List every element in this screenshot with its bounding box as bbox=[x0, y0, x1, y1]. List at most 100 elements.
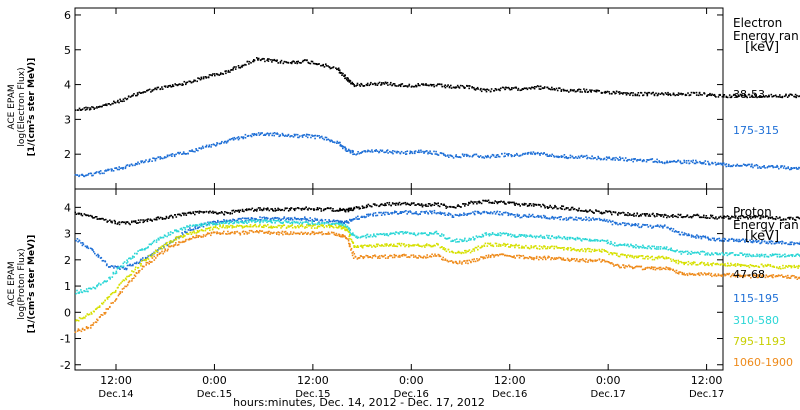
data-point bbox=[210, 144, 213, 146]
data-point bbox=[143, 91, 145, 93]
data-point bbox=[388, 245, 390, 247]
data-point bbox=[141, 268, 143, 270]
data-point bbox=[345, 77, 347, 79]
data-point bbox=[669, 248, 671, 250]
data-point bbox=[533, 235, 536, 238]
data-point bbox=[113, 291, 116, 294]
data-point bbox=[751, 163, 753, 166]
data-point bbox=[85, 315, 87, 317]
data-point bbox=[324, 219, 327, 221]
data-point bbox=[374, 150, 377, 152]
data-point bbox=[269, 226, 271, 228]
data-point bbox=[789, 93, 791, 96]
data-point bbox=[727, 240, 730, 242]
data-point bbox=[216, 232, 218, 235]
data-point bbox=[182, 236, 184, 239]
data-point bbox=[77, 292, 79, 294]
data-point bbox=[386, 202, 388, 204]
data-point bbox=[444, 154, 446, 156]
data-point bbox=[353, 253, 356, 255]
data-point bbox=[429, 210, 431, 212]
data-point bbox=[393, 232, 395, 234]
data-point bbox=[433, 211, 436, 214]
data-point bbox=[692, 235, 694, 237]
data-point bbox=[278, 208, 281, 211]
data-point bbox=[109, 266, 111, 268]
data-point bbox=[690, 250, 693, 253]
data-point bbox=[623, 159, 626, 162]
data-point bbox=[124, 277, 127, 280]
data-point bbox=[181, 212, 184, 215]
data-point bbox=[84, 290, 86, 293]
data-point bbox=[466, 250, 469, 253]
data-point bbox=[417, 233, 419, 236]
data-point bbox=[781, 255, 783, 258]
data-point bbox=[492, 245, 495, 248]
data-point bbox=[200, 76, 203, 79]
data-point bbox=[318, 223, 321, 225]
data-point bbox=[154, 252, 156, 254]
data-point bbox=[721, 252, 723, 254]
data-point bbox=[769, 264, 772, 266]
data-point bbox=[499, 253, 502, 256]
data-point bbox=[226, 221, 228, 223]
data-point bbox=[509, 88, 511, 91]
data-point bbox=[590, 218, 592, 220]
data-point bbox=[795, 166, 798, 169]
data-point bbox=[220, 72, 222, 74]
data-point bbox=[636, 159, 639, 161]
data-point bbox=[258, 225, 260, 227]
data-point bbox=[498, 213, 501, 216]
data-point bbox=[257, 207, 260, 209]
data-point bbox=[254, 209, 256, 211]
data-point bbox=[86, 313, 89, 315]
data-point bbox=[290, 225, 292, 227]
data-point bbox=[642, 223, 644, 226]
data-point bbox=[656, 215, 658, 217]
data-point bbox=[282, 221, 284, 224]
data-point bbox=[628, 245, 630, 248]
data-point bbox=[198, 226, 201, 228]
data-point bbox=[636, 245, 639, 248]
data-point bbox=[93, 108, 95, 110]
data-point bbox=[614, 252, 617, 255]
data-point bbox=[138, 91, 141, 94]
data-point bbox=[264, 217, 266, 219]
data-point bbox=[491, 244, 494, 246]
data-point bbox=[447, 212, 450, 214]
data-point bbox=[628, 223, 631, 226]
data-point bbox=[393, 202, 396, 205]
data-point bbox=[229, 221, 231, 223]
data-point bbox=[656, 213, 659, 215]
data-point bbox=[487, 233, 490, 236]
data-point bbox=[726, 265, 729, 267]
data-point bbox=[642, 244, 644, 247]
data-point bbox=[385, 243, 388, 245]
data-point bbox=[372, 203, 375, 205]
data-point bbox=[362, 257, 365, 260]
data-point bbox=[386, 81, 389, 84]
data-point bbox=[730, 264, 733, 266]
data-point bbox=[763, 96, 766, 98]
data-point bbox=[291, 135, 293, 137]
data-point bbox=[314, 224, 316, 226]
data-point bbox=[256, 230, 258, 232]
data-point bbox=[400, 212, 403, 214]
data-point bbox=[126, 97, 129, 100]
data-point bbox=[620, 92, 622, 94]
data-point bbox=[241, 210, 244, 212]
data-point bbox=[723, 94, 726, 96]
data-point bbox=[425, 83, 427, 85]
data-point bbox=[387, 234, 390, 237]
data-point bbox=[737, 95, 739, 98]
data-point bbox=[603, 249, 605, 251]
data-point bbox=[322, 64, 324, 67]
data-point bbox=[155, 88, 158, 91]
data-point bbox=[376, 233, 379, 236]
data-point bbox=[658, 255, 660, 258]
data-point bbox=[555, 257, 558, 259]
data-point bbox=[551, 257, 554, 259]
data-point bbox=[450, 87, 453, 89]
data-point bbox=[337, 225, 340, 228]
data-point bbox=[629, 213, 631, 215]
